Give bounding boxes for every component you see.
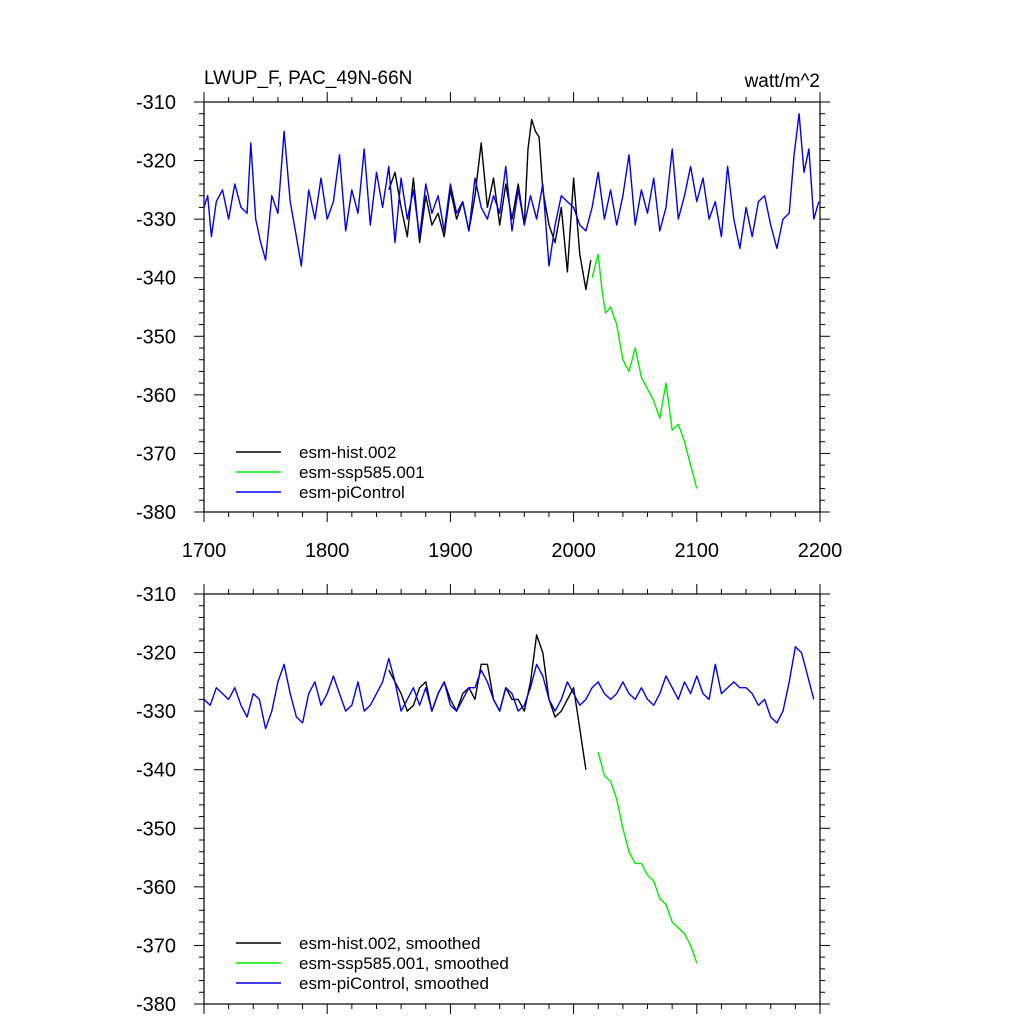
legend-label: esm-ssp585.001, smoothed [299, 954, 509, 973]
x-tick-label: 2200 [798, 540, 843, 562]
series-line-1 [597, 751, 698, 964]
y-tick-label: -330 [136, 701, 176, 723]
x-tick-label: 1800 [305, 540, 350, 562]
series-line-0 [388, 118, 592, 291]
legend-label: esm-ssp585.001 [299, 463, 425, 482]
plot-frame [203, 593, 821, 1005]
y-tick-label: -360 [136, 385, 176, 407]
series-line-1 [591, 253, 698, 489]
plot-frame [203, 101, 821, 513]
x-tick-label: 2100 [675, 540, 720, 562]
chart-title: LWUP_F, PAC_49N-66N [204, 68, 412, 89]
y-tick-label: -340 [136, 268, 176, 290]
legend-label: esm-piControl, smoothed [299, 974, 489, 993]
series-line-2 [203, 112, 820, 267]
x-tick-label: 2000 [551, 540, 596, 562]
top-panel: 1700 1800 1900 2000 2100 2200 -310 -320 -330 -340… [136, 92, 842, 562]
x-tick-label: 1900 [428, 540, 473, 562]
bottom-panel: -310 -320 -330 -340 -350 -360 -370 -380 esm-hist… [136, 584, 830, 1016]
legend-label: esm-piControl [299, 483, 405, 502]
y-tick-label: -340 [136, 760, 176, 782]
y-tick-label: -370 [136, 935, 176, 957]
x-tick-label: 1700 [182, 540, 227, 562]
y-tick-label: -320 [136, 151, 176, 173]
y-tick-label: -330 [136, 209, 176, 231]
y-tick-label: -350 [136, 818, 176, 840]
y-tick-label: -310 [136, 92, 176, 114]
legend-label: esm-hist.002, smoothed [299, 934, 480, 953]
units-label: watt/m^2 [744, 71, 820, 92]
legend-label: esm-hist.002 [299, 443, 396, 462]
y-tick-label: -380 [136, 502, 176, 524]
y-tick-label: -350 [136, 326, 176, 348]
y-tick-label: -320 [136, 643, 176, 665]
y-tick-label: -380 [136, 994, 176, 1016]
series-line-0 [388, 634, 587, 770]
y-tick-label: -360 [136, 877, 176, 899]
y-tick-label: -310 [136, 584, 176, 606]
y-tick-label: -370 [136, 443, 176, 465]
series-line-2 [203, 646, 815, 730]
